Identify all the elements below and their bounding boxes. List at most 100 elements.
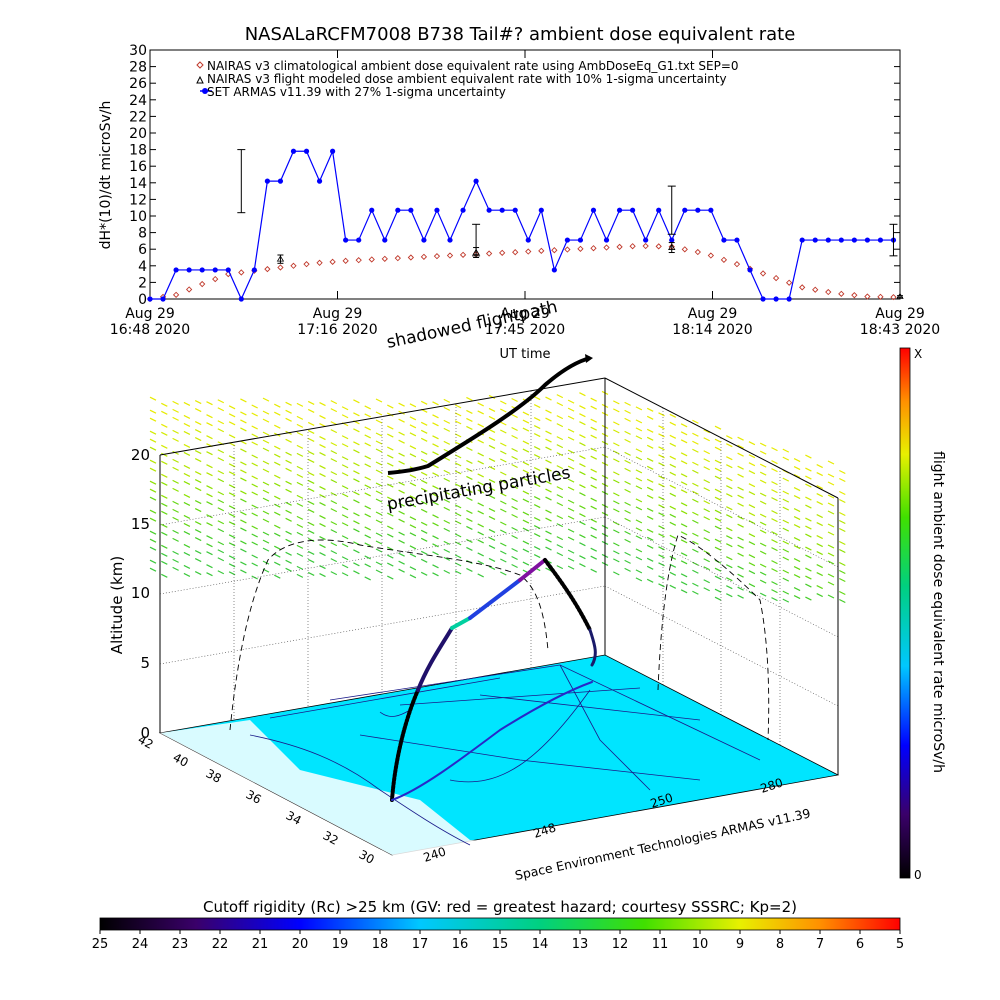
particle-dash bbox=[432, 451, 439, 456]
particle-dash bbox=[511, 497, 518, 503]
y-tick-label: 0 bbox=[138, 292, 147, 308]
particle-dash bbox=[251, 554, 258, 559]
particle-dash bbox=[319, 402, 326, 407]
particle-dash bbox=[533, 433, 541, 438]
particle-dash bbox=[500, 521, 507, 526]
particle-dash bbox=[307, 571, 315, 577]
particle-dash bbox=[240, 540, 247, 545]
rigidity-tick-label: 6 bbox=[856, 937, 864, 952]
particle-dash bbox=[488, 494, 496, 499]
particle-dash bbox=[206, 493, 213, 498]
particle-dash bbox=[703, 500, 710, 505]
x-tick-label-date: Aug 29 bbox=[688, 306, 738, 322]
particle-dash bbox=[183, 543, 191, 549]
particle-dash bbox=[432, 464, 439, 469]
particle-dash bbox=[466, 567, 473, 572]
particle-dash bbox=[759, 563, 767, 568]
climatological-point bbox=[199, 280, 206, 288]
particle-dash bbox=[782, 590, 790, 595]
particle-dash bbox=[398, 510, 405, 515]
particle-dash bbox=[613, 500, 620, 505]
rigidity-tick-label: 25 bbox=[92, 937, 109, 952]
dose-colorbar-label: flight ambient dose equivalent rate micr… bbox=[930, 451, 946, 773]
particle-dash bbox=[420, 571, 428, 576]
particle-dash bbox=[319, 494, 326, 499]
particle-dash bbox=[533, 496, 541, 501]
particle-dash bbox=[759, 463, 767, 468]
particle-dash bbox=[533, 454, 541, 459]
particle-dash bbox=[613, 450, 620, 455]
particle-dash bbox=[522, 427, 530, 432]
particle-dash bbox=[533, 554, 541, 559]
particle-dash bbox=[590, 505, 597, 510]
particle-dash bbox=[827, 552, 835, 557]
armas-point bbox=[160, 296, 166, 302]
particle-dash bbox=[432, 572, 439, 577]
particle-dash bbox=[646, 457, 654, 462]
armas-point bbox=[851, 237, 857, 243]
particle-dash bbox=[409, 445, 417, 450]
particle-dash bbox=[658, 483, 665, 488]
particle-dash bbox=[805, 454, 812, 459]
particle-dash bbox=[567, 407, 575, 412]
particle-dash bbox=[228, 471, 236, 476]
particle-dash bbox=[635, 435, 643, 440]
particle-dash bbox=[364, 463, 371, 468]
particle-dash bbox=[172, 537, 179, 542]
particle-dash bbox=[522, 548, 530, 553]
climatological-point bbox=[616, 243, 623, 251]
particle-dash bbox=[579, 555, 586, 560]
armas-point bbox=[838, 237, 844, 243]
particle-dash bbox=[364, 476, 371, 481]
particle-dash bbox=[737, 552, 744, 557]
particle-dash bbox=[432, 543, 439, 548]
particle-dash bbox=[149, 396, 157, 401]
particle-dash bbox=[533, 483, 541, 488]
particle-dash bbox=[771, 531, 778, 536]
particle-dash bbox=[748, 520, 756, 525]
particle-dash bbox=[364, 492, 371, 497]
right-wall-projection bbox=[657, 534, 770, 741]
particle-dash bbox=[409, 574, 417, 579]
particle-dash bbox=[251, 562, 258, 567]
particle-dash bbox=[387, 512, 394, 517]
particle-dash bbox=[805, 554, 812, 559]
particle-dash bbox=[341, 564, 349, 569]
particle-dash bbox=[805, 475, 812, 480]
particle-dash bbox=[398, 460, 405, 465]
particle-dash bbox=[240, 419, 247, 424]
climatological-point bbox=[381, 255, 388, 262]
particle-dash bbox=[375, 519, 383, 524]
flightpath-end-marker bbox=[585, 354, 593, 363]
particle-dash bbox=[748, 470, 756, 475]
particle-dash bbox=[692, 469, 699, 474]
particle-dash bbox=[613, 550, 620, 555]
particle-dash bbox=[477, 460, 484, 465]
particle-dash bbox=[759, 492, 767, 497]
particle-dash bbox=[387, 475, 394, 480]
climatological-point bbox=[551, 247, 558, 254]
particle-dash bbox=[330, 458, 338, 463]
particle-dash bbox=[454, 533, 462, 538]
particle-dash bbox=[624, 401, 631, 406]
climatological-point bbox=[720, 256, 728, 263]
particle-dash bbox=[714, 467, 722, 472]
particle-dash bbox=[319, 552, 326, 557]
particle-dash bbox=[194, 521, 202, 526]
particle-dash bbox=[375, 398, 383, 403]
particle-dash bbox=[420, 500, 428, 505]
particle-dash bbox=[579, 513, 586, 518]
particle-dash bbox=[669, 421, 677, 426]
particle-dash bbox=[500, 408, 507, 413]
armas-point bbox=[577, 237, 584, 243]
particle-dash bbox=[296, 452, 304, 457]
armas-point bbox=[147, 296, 153, 302]
dose-rate-colorbar: X 0 flight ambient dose equivalent rate … bbox=[899, 347, 946, 882]
series-layer bbox=[146, 148, 904, 303]
particle-dash bbox=[240, 440, 247, 445]
particle-dash bbox=[330, 442, 338, 447]
z-axis-label: Altitude (km) bbox=[108, 556, 126, 654]
armas-point bbox=[382, 237, 388, 243]
